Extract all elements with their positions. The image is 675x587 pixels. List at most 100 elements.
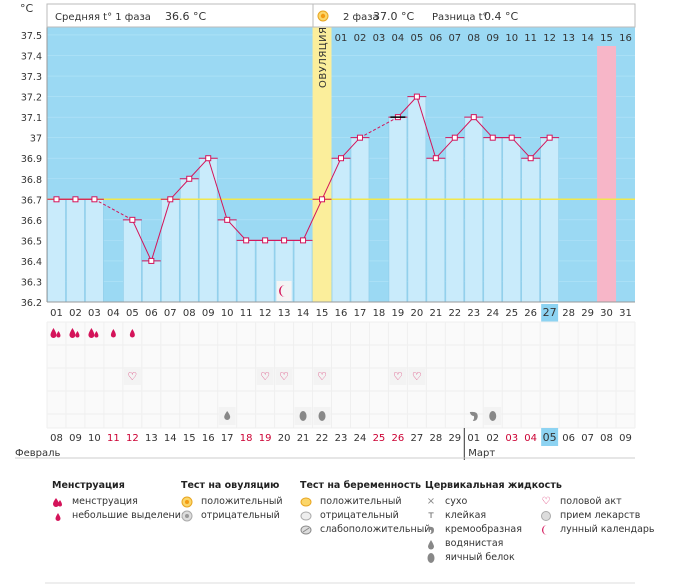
x-tick-label: 15 <box>316 308 329 319</box>
date-label: 11 <box>107 433 120 444</box>
temperature-point <box>319 196 326 203</box>
top-day-label: 15 <box>600 33 613 44</box>
date-label: 17 <box>221 433 234 444</box>
top-day-label: 01 <box>335 33 348 44</box>
legend-item-label: менструация <box>72 496 138 507</box>
temperature-point <box>451 134 458 141</box>
x-tick-label: 07 <box>164 308 177 319</box>
date-label: 28 <box>429 433 442 444</box>
legend-item-label: сухо <box>445 496 468 507</box>
date-label: 10 <box>88 433 101 444</box>
today-box <box>541 428 559 446</box>
y-tick-label: 37.1 <box>21 113 42 124</box>
date-label: 29 <box>448 433 461 444</box>
moon-cell <box>276 281 292 301</box>
watery-drop-icon <box>224 411 231 420</box>
line-segment <box>435 137 456 159</box>
legend-row: кремообразная <box>425 523 562 537</box>
temperature-point <box>262 237 269 244</box>
ovulation-sun-core-icon <box>320 13 326 19</box>
line-segment <box>302 199 323 241</box>
highlight-day-column <box>597 27 617 302</box>
phase1-value: 36.6 °C <box>165 10 206 23</box>
temperature-bar <box>502 137 521 303</box>
eggwhite-icon <box>318 411 326 421</box>
diff-label: Разница t° <box>432 12 488 23</box>
date-label: 12 <box>126 433 139 444</box>
legend-row: отрицательный <box>300 509 430 523</box>
line-segment <box>226 219 247 241</box>
menstruation-drop-icon <box>69 328 80 338</box>
temperature-point <box>129 216 136 223</box>
date-label: 25 <box>373 433 386 444</box>
temperature-point <box>205 155 212 162</box>
line-segment <box>340 137 361 159</box>
dry-icon: × <box>426 496 436 507</box>
top-day-label: 03 <box>373 33 386 44</box>
blood-drop-icon <box>52 496 64 508</box>
temperature-point <box>243 237 250 244</box>
x-tick-label: 06 <box>145 308 158 319</box>
x-tick-label: 11 <box>240 308 253 319</box>
y-tick-label: 36.7 <box>21 195 42 206</box>
legend-ovulation-title: Тест на овуляцию <box>181 480 280 491</box>
legend-row: отрицательный <box>181 509 283 523</box>
x-tick-label: 02 <box>69 308 82 319</box>
small-drop-icon <box>52 510 64 522</box>
x-tick-label: 18 <box>373 308 386 319</box>
temperature-bar <box>540 137 559 303</box>
temperature-line <box>47 93 560 264</box>
top-day-label: 14 <box>581 33 594 44</box>
moon-icon <box>279 285 286 297</box>
temperature-bar <box>47 199 66 303</box>
date-label: 01 <box>467 433 480 444</box>
temperature-bar <box>142 260 161 303</box>
line-segment <box>131 219 152 262</box>
date-label: 23 <box>335 433 348 444</box>
pregnancy-negative-icon <box>300 510 312 522</box>
line-segment <box>454 116 475 139</box>
top-day-label: 07 <box>448 33 461 44</box>
heart-icon: ♡ <box>541 496 551 507</box>
legend-row: положительный <box>300 495 430 509</box>
heart-cell <box>275 367 293 385</box>
date-label: 18 <box>240 433 253 444</box>
x-tick-label: 26 <box>524 308 537 319</box>
x-tick-label: 23 <box>467 308 480 319</box>
x-tick-label: 25 <box>505 308 518 319</box>
date-label: 27 <box>411 433 424 444</box>
date-label: 04 <box>524 433 537 444</box>
line-segment <box>511 137 532 159</box>
legend-row: водянистая <box>425 537 562 551</box>
legend-row: прием лекарств <box>540 509 655 523</box>
x-tick-label: 03 <box>88 308 101 319</box>
top-day-label: 11 <box>524 33 537 44</box>
legend-item-label: прием лекарств <box>560 510 641 521</box>
x-tick-label: 31 <box>619 308 632 319</box>
x-tick-label: 21 <box>429 308 442 319</box>
line-segment <box>416 96 437 159</box>
y-tick-label: 37.4 <box>21 52 42 63</box>
legend-row: положительный <box>181 495 283 509</box>
phase1-label: Средняя t° 1 фаза <box>55 12 151 23</box>
y-tick-label: 36.3 <box>21 277 42 288</box>
y-tick-label: 36.4 <box>21 257 42 268</box>
menstruation-drop-icon <box>88 328 99 338</box>
x-tick-label: 17 <box>354 308 367 319</box>
date-label: 03 <box>505 433 518 444</box>
legend-item-label: положительный <box>320 496 402 507</box>
x-tick-label: 24 <box>486 308 499 319</box>
spotting-drop-icon <box>110 329 116 338</box>
legend-row: т клейкая <box>425 509 562 523</box>
top-day-label: 12 <box>543 33 556 44</box>
temperature-bar <box>521 157 540 303</box>
temperature-bar <box>66 199 85 303</box>
date-label: 02 <box>486 433 499 444</box>
y-tick-label: 36.5 <box>21 236 42 247</box>
line-segment <box>94 198 133 221</box>
temperature-bar <box>464 116 484 303</box>
temperature-point <box>356 134 363 141</box>
phase2-value: 37.0 °C <box>373 10 414 23</box>
sticky-icon: т <box>428 510 434 521</box>
temperature-bar <box>85 199 104 303</box>
